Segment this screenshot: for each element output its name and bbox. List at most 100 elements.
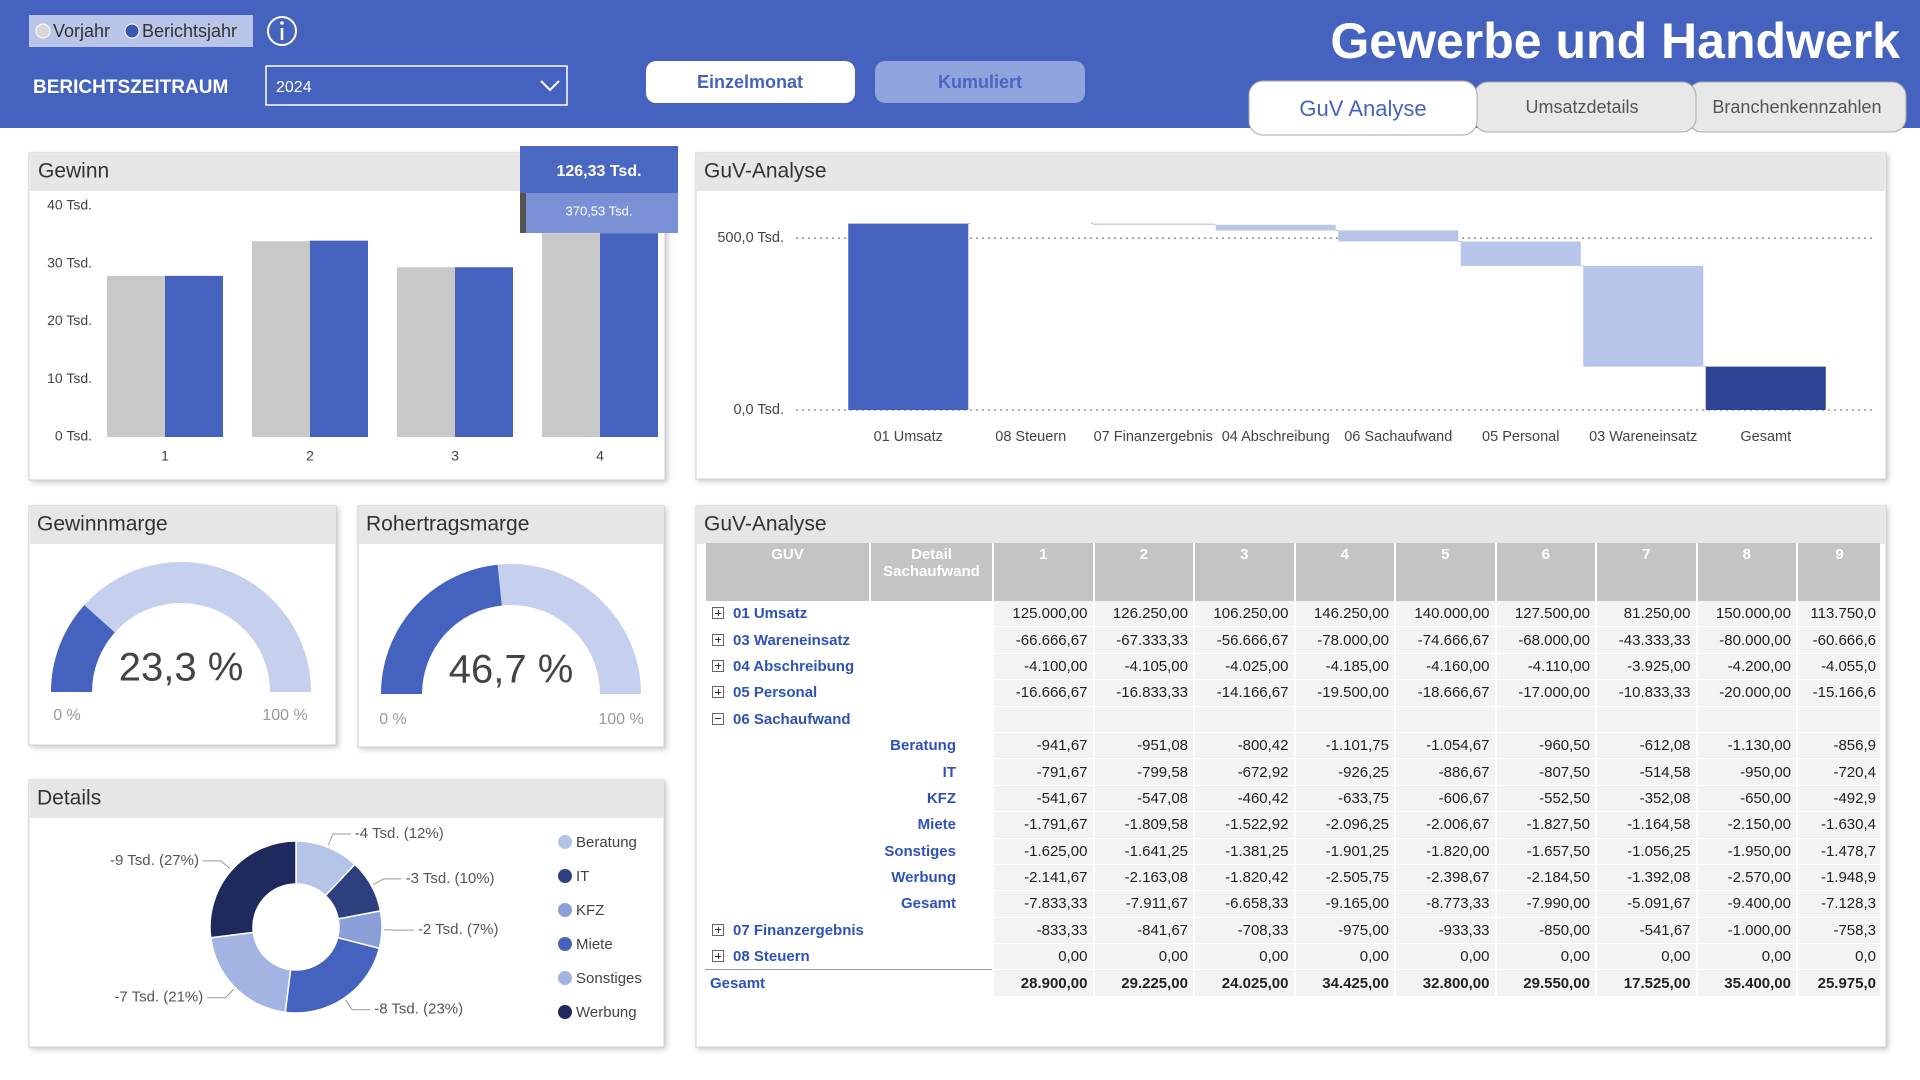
expand-toggle[interactable] — [712, 607, 724, 620]
panel-title: Gewinnmarge — [37, 513, 168, 536]
value-cell: -933,33 — [1394, 917, 1496, 945]
column-header: 2 — [1092, 543, 1194, 601]
value-cell: 113.750,0 — [1796, 601, 1880, 628]
panel-title: GuV-Analyse — [704, 513, 827, 536]
value-cell: -68.000,00 — [1494, 626, 1596, 654]
year-toggle[interactable] — [29, 15, 253, 47]
value-cell — [992, 706, 1094, 733]
tab-active[interactable] — [1248, 80, 1478, 136]
detail-cell: Sonstiges — [870, 838, 993, 864]
guv-cell — [705, 759, 870, 785]
value-cell: -672,92 — [1193, 758, 1295, 786]
value-cell: -2.141,67 — [992, 864, 1094, 892]
value-cell: -1.820,00 — [1394, 838, 1496, 865]
value-cell: 0,00 — [1293, 943, 1395, 971]
expand-toggle[interactable] — [712, 686, 724, 699]
button-einzelmonat[interactable] — [646, 61, 855, 103]
value-cell: -460,42 — [1193, 785, 1295, 813]
radio-vorjahr[interactable] — [35, 23, 51, 39]
guv-label: 07 Finanzergebnis — [733, 921, 864, 939]
legend-swatch — [558, 937, 572, 951]
value-cell: 0,00 — [1695, 943, 1797, 971]
waterfall-bar — [1215, 224, 1336, 231]
value-cell: -2.184,50 — [1494, 864, 1596, 892]
value-cell: -492,9 — [1796, 785, 1880, 813]
value-cell: -1.657,50 — [1494, 838, 1596, 865]
expand-toggle[interactable] — [712, 923, 724, 936]
table-row: IT -791,67 -799,58 -672,92 -926,25 -886,67 -80… — [705, 758, 1880, 786]
value-cell: -4.185,00 — [1293, 653, 1395, 681]
button-kumuliert[interactable] — [875, 61, 1085, 103]
value-cell: -1.392,08 — [1595, 864, 1697, 892]
x-tick-label: 08 Steuern — [995, 429, 1067, 445]
value-cell: -16.833,33 — [1092, 679, 1194, 707]
gauge-value: 46,7 % — [449, 648, 574, 692]
x-tick-label: 06 Sachaufwand — [1344, 429, 1453, 445]
detail-cell — [870, 706, 993, 732]
guv-cell — [705, 838, 870, 864]
value-cell: -67.333,33 — [1092, 626, 1194, 654]
expand-toggle[interactable] — [712, 950, 724, 963]
detail-cell: Miete — [870, 812, 993, 838]
value-cell: 150.000,00 — [1695, 601, 1797, 628]
y-tick-label: 500,0 Tsd. — [717, 230, 784, 246]
detail-cell: KFZ — [870, 785, 993, 811]
info-icon[interactable] — [267, 16, 297, 46]
value-cell: 29.225,00 — [1092, 969, 1194, 997]
detail-cell: Beratung — [870, 732, 993, 758]
value-cell: -78.000,00 — [1293, 626, 1395, 654]
legend-swatch — [558, 903, 572, 917]
detail-cell: IT — [870, 759, 993, 785]
value-cell: -547,08 — [1092, 785, 1194, 813]
value-cell: -1.630,4 — [1796, 811, 1880, 839]
detail-label: Beratung — [890, 737, 956, 755]
panel-title: Gewinn — [38, 160, 109, 183]
table-row: KFZ -541,67 -547,08 -460,42 -633,75 -606,67 -5… — [705, 785, 1880, 813]
guv-cell: 03 Wareneinsatz — [705, 627, 870, 653]
value-cell: 32.800,00 — [1394, 969, 1496, 997]
waterfall-bar — [1338, 230, 1459, 242]
data-label: -3 Tsd. (10%) — [406, 870, 495, 887]
guv-label: 01 Umsatz — [733, 605, 808, 623]
data-label: -8 Tsd. (23%) — [374, 1001, 463, 1018]
value-cell: -833,33 — [992, 917, 1094, 945]
value-cell: -56.666,67 — [1193, 626, 1295, 654]
table-row: 08 Steuern 0,00 0,00 0,00 0,00 0,00 0,00 0,00 0,… — [705, 943, 1880, 971]
value-cell — [1595, 706, 1697, 733]
value-cell: -1.809,58 — [1092, 811, 1194, 839]
x-tick-label: 1 — [161, 448, 169, 464]
guv-label: Gesamt — [710, 974, 766, 992]
value-cell: 0,00 — [1394, 943, 1496, 971]
expand-toggle[interactable] — [712, 712, 724, 725]
tab-label: Umsatzdetails — [1525, 97, 1638, 117]
value-cell: -1.950,00 — [1695, 838, 1797, 865]
detail-label: Gesamt — [900, 895, 956, 913]
dropdown-chevron — [540, 80, 560, 92]
guv-label: 03 Wareneinsatz — [733, 631, 850, 649]
leader-line — [372, 878, 402, 886]
value-cell: -800,42 — [1193, 732, 1295, 760]
donut-slice — [209, 840, 297, 939]
radio-berichtsjahr[interactable] — [124, 23, 140, 39]
x-tick-label: Gesamt — [1740, 429, 1792, 445]
value-cell: -1.130,00 — [1695, 732, 1797, 760]
gauge-tick-label: 100 % — [262, 707, 307, 724]
value-cell: -9.400,00 — [1695, 890, 1797, 918]
value-cell: 35.400,00 — [1695, 969, 1797, 997]
guv-cell: 05 Personal — [705, 680, 870, 706]
value-cell: -4.200,00 — [1695, 653, 1797, 681]
value-cell: -74.666,67 — [1394, 626, 1496, 654]
value-cell: 34.425,00 — [1293, 969, 1395, 997]
value-cell: -2.150,00 — [1695, 811, 1797, 839]
expand-toggle[interactable] — [712, 659, 724, 672]
guv-cell — [705, 891, 870, 917]
expand-toggle[interactable] — [712, 633, 724, 646]
x-tick-label: 2 — [306, 448, 314, 464]
data-label: -9 Tsd. (27%) — [110, 852, 199, 869]
legend-label: Sonstiges — [576, 970, 642, 987]
gauge-tick-label: 100 % — [598, 711, 643, 728]
value-cell: -1.381,25 — [1193, 838, 1295, 865]
period-dropdown[interactable] — [265, 65, 568, 106]
value-cell: 25.975,0 — [1796, 969, 1880, 997]
